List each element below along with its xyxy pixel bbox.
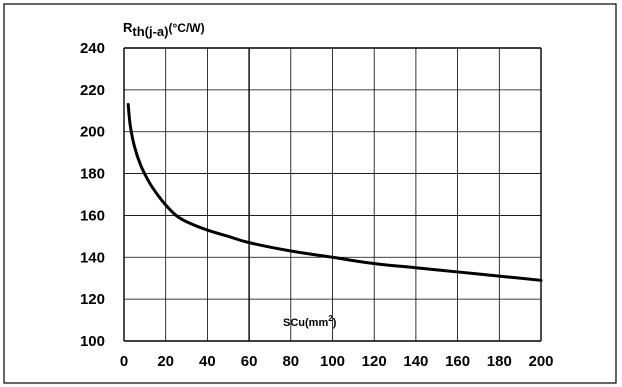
outer-frame <box>3 3 617 384</box>
x-tick-label-60: 60 <box>241 353 258 370</box>
y-tick-label-100: 100 <box>80 333 105 350</box>
y-tick-label-120: 120 <box>80 291 105 308</box>
y-tick-label-160: 160 <box>80 207 105 224</box>
x-tick-labels: 0 20 40 60 80 100 120 140 160 180 200 <box>120 353 554 370</box>
x-tick-label-100: 100 <box>320 353 345 370</box>
x-tick-label-20: 20 <box>157 353 174 370</box>
x-axis-label: SCu(mm2) <box>283 314 337 329</box>
y-tick-label-180: 180 <box>80 166 105 183</box>
x-tick-label-40: 40 <box>199 353 216 370</box>
y-axis-label: Rth(j-a)(°C/W) <box>123 20 205 39</box>
y-tick-labels: 100 120 140 160 180 200 220 240 <box>80 40 105 350</box>
series-line <box>126 103 543 282</box>
x-tick-label-180: 180 <box>487 353 512 370</box>
y-tick-label-200: 200 <box>80 124 105 141</box>
axes <box>123 47 542 342</box>
grid <box>123 47 542 342</box>
x-tick-label-80: 80 <box>282 353 299 370</box>
x-tick-label-120: 120 <box>362 353 387 370</box>
x-tick-label-160: 160 <box>445 353 470 370</box>
y-tick-label-240: 240 <box>80 40 105 57</box>
y-tick-label-220: 220 <box>80 82 105 99</box>
y-tick-label-140: 140 <box>80 249 105 266</box>
x-tick-label-0: 0 <box>120 353 128 370</box>
x-tick-label-200: 200 <box>528 353 553 370</box>
x-tick-label-140: 140 <box>403 353 428 370</box>
